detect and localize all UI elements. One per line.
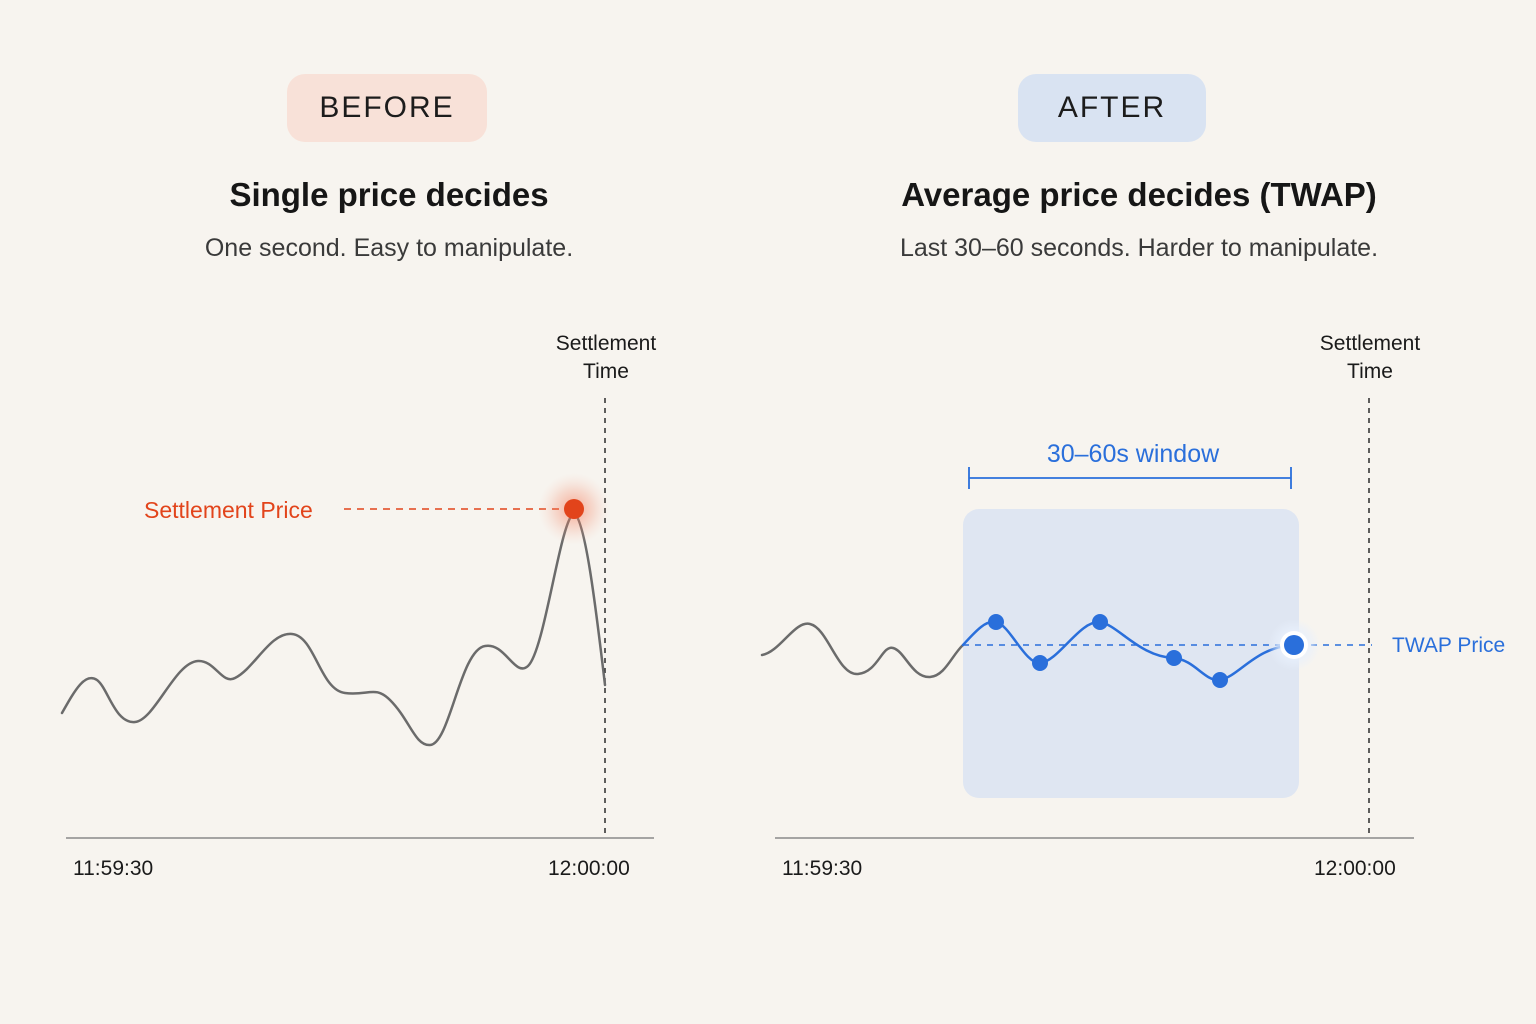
after-twap-label: TWAP Price bbox=[1392, 634, 1505, 657]
after-x-end-label: 12:00:00 bbox=[1314, 857, 1396, 880]
after-badge: AFTER bbox=[1018, 74, 1206, 142]
after-twap-dot bbox=[1284, 635, 1304, 655]
after-sample-point bbox=[1032, 655, 1048, 671]
before-panel: BEFORE Single price decides One second. … bbox=[205, 74, 573, 262]
before-price-line bbox=[60, 511, 607, 747]
before-settlement-price-label: Settlement Price bbox=[144, 497, 313, 523]
before-settlement-time-label-line1: Settlement bbox=[556, 332, 657, 355]
after-panel: AFTER Average price decides (TWAP) Last … bbox=[768, 0, 1536, 1024]
before-x-end-label: 12:00:00 bbox=[548, 857, 630, 880]
before-settlement-price-dot bbox=[564, 499, 584, 519]
before-chart: Settlement Time Settlement Price 11:59:3… bbox=[60, 332, 657, 880]
after-price-line-pre-window bbox=[760, 622, 965, 679]
after-badge-label: AFTER bbox=[1057, 91, 1167, 124]
after-settlement-time-label-line2: Time bbox=[1347, 360, 1393, 383]
before-settlement-time-label-line2: Time bbox=[583, 360, 629, 383]
before-badge: BEFORE bbox=[287, 74, 487, 142]
after-chart: Settlement Time 30–60s window TWAP Price… bbox=[760, 332, 1505, 880]
after-window-region bbox=[963, 509, 1299, 798]
after-subtitle: Last 30–60 seconds. Harder to manipulate… bbox=[899, 234, 1379, 262]
after-sample-point bbox=[1212, 672, 1228, 688]
after-sample-point bbox=[1092, 614, 1108, 630]
after-sample-point bbox=[1166, 650, 1182, 666]
before-subtitle: One second. Easy to manipulate. bbox=[204, 234, 574, 262]
before-x-start-label: 11:59:30 bbox=[73, 857, 153, 880]
after-window-label: 30–60s window bbox=[1047, 440, 1220, 468]
before-title: Single price decides bbox=[229, 176, 549, 213]
before-badge-label: BEFORE bbox=[319, 91, 455, 124]
after-title: Average price decides (TWAP) bbox=[901, 176, 1377, 213]
after-x-start-label: 11:59:30 bbox=[782, 857, 862, 880]
after-sample-point bbox=[988, 614, 1004, 630]
after-settlement-time-label-line1: Settlement bbox=[1320, 332, 1421, 355]
